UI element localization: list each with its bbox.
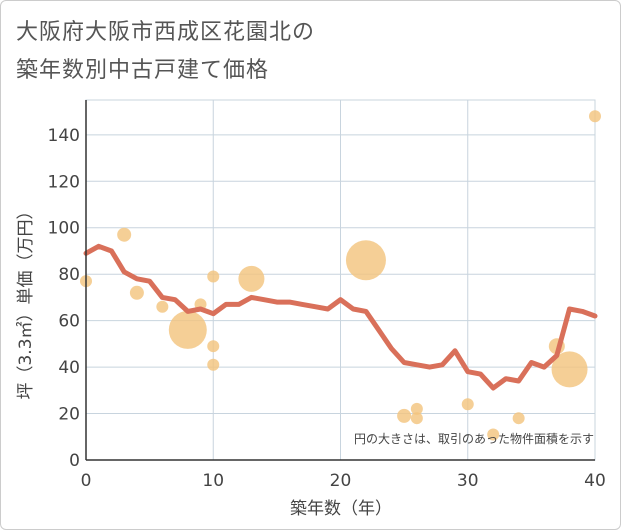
scatter-point [512, 412, 525, 425]
y-tick-label: 80 [58, 265, 80, 285]
grid [85, 99, 596, 461]
y-tick-label: 40 [58, 358, 80, 378]
x-tick-label: 0 [81, 471, 92, 491]
y-tick-label: 120 [48, 172, 80, 192]
x-axis-label: 築年数（年） [290, 499, 392, 519]
scatter-point [397, 408, 412, 423]
axes: 0 10 20 30 40 0 20 40 60 80 100 120 140 [48, 100, 606, 491]
scatter-point [129, 285, 144, 300]
scatter-point [461, 398, 474, 411]
y-tick-label: 60 [58, 312, 80, 332]
y-tick-label: 20 [58, 405, 80, 425]
y-tick-label: 140 [48, 126, 80, 146]
scatter-point [207, 340, 220, 353]
scatter-point [487, 428, 500, 441]
y-axis-label: 坪（3.3㎡）単価（万円） [16, 202, 36, 399]
chart-title-line-2: 築年数別中古戸建て価格 [16, 58, 270, 83]
x-tick-label: 20 [330, 471, 352, 491]
x-tick-label: 30 [457, 471, 479, 491]
scatter-point [207, 358, 220, 371]
scatter-point [238, 265, 265, 292]
scatter-point [168, 310, 207, 349]
chart-title-line-1: 大阪府大阪市西成区花園北の [16, 20, 316, 45]
y-tick-label: 0 [69, 451, 80, 471]
price-trend-line-group [83, 243, 598, 391]
scatter-point [589, 110, 601, 123]
price-trend-line [83, 243, 598, 391]
bubble-size-note: 円の大きさは、取引のあった物件面積を示す [354, 431, 594, 446]
scatter-point [551, 351, 588, 388]
scatter-point [156, 300, 169, 313]
scatter-point [207, 270, 220, 283]
scatter-point [410, 402, 423, 415]
x-tick-label: 10 [202, 471, 224, 491]
y-tick-label: 100 [48, 219, 80, 239]
x-tick-label: 40 [584, 471, 606, 491]
scatter-point [117, 227, 132, 242]
scatter-point [410, 412, 423, 425]
scatter-point [345, 240, 386, 281]
